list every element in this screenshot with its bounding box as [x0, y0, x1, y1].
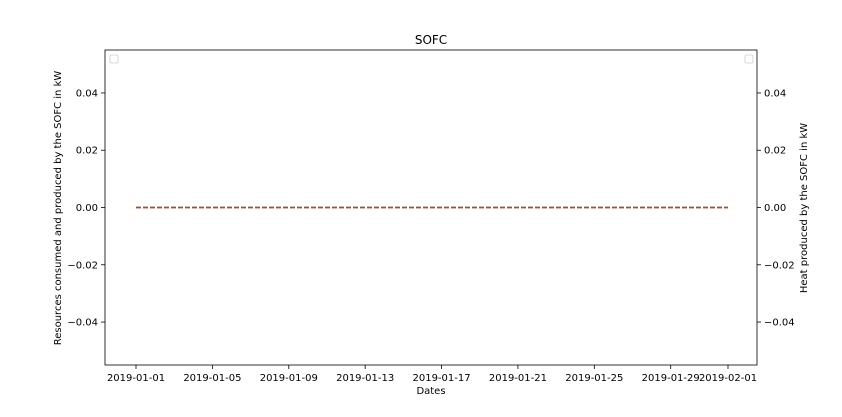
x-tick-label: 2019-01-25	[565, 373, 623, 384]
x-tick-label: 2019-01-21	[489, 373, 547, 384]
y-tick-label-left: −0.04	[67, 318, 98, 329]
x-axis-label: Dates	[416, 386, 445, 397]
y-axis-label-left: Resources consumed and produced by the S…	[53, 71, 64, 346]
y-tick-label-right: −0.04	[764, 318, 795, 329]
y-tick-label-left: 0.00	[76, 203, 98, 214]
x-tick-label: 2019-01-09	[260, 373, 318, 384]
y-tick-label-left: 0.04	[76, 88, 98, 99]
plot-area: 2019-01-01 2019-01-05 2019-01-09 2019-01-13…	[67, 49, 795, 384]
chart-title: SOFC	[415, 33, 447, 47]
y-tick-label-right: 0.02	[764, 146, 786, 157]
x-tick-label: 2019-02-01	[699, 373, 757, 384]
y-axis-label-right: Heat produced by the SOFC in kW	[799, 123, 810, 293]
x-tick-label: 2019-01-13	[336, 373, 394, 384]
legend-left	[109, 54, 119, 64]
y-tick-label-right: 0.00	[764, 203, 786, 214]
y-tick-label-left: 0.02	[76, 146, 98, 157]
legend-right	[744, 54, 754, 64]
x-tick-label: 2019-01-01	[107, 373, 165, 384]
x-tick-label: 2019-01-05	[183, 373, 241, 384]
y-tick-label-left: −0.02	[67, 260, 98, 271]
x-tick-label: 2019-01-17	[412, 373, 470, 384]
y-tick-label-right: −0.02	[764, 260, 795, 271]
x-tick-label: 2019-01-29	[642, 373, 700, 384]
y-tick-label-right: 0.04	[764, 88, 786, 99]
